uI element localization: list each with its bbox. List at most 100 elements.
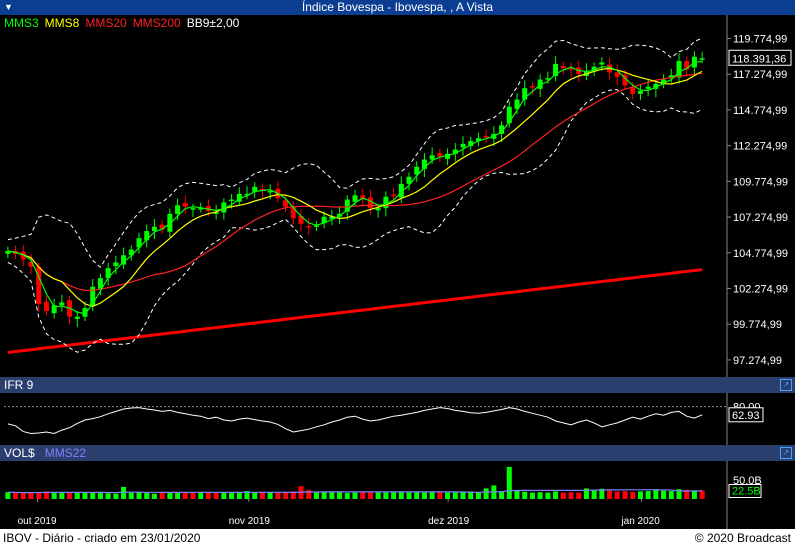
volume-bar — [591, 489, 597, 499]
price-tick-label: 109.774,99 — [733, 176, 788, 188]
candle-body — [522, 88, 528, 100]
candle-body — [329, 216, 335, 219]
candle-body — [36, 266, 42, 304]
candle-body — [684, 61, 690, 70]
expand-rsi-icon[interactable]: ↗ — [780, 379, 792, 391]
volume-bar — [668, 491, 674, 499]
candle-body — [236, 193, 242, 202]
volume-bar — [421, 492, 427, 499]
candle-body — [383, 196, 389, 209]
volume-bar — [676, 489, 682, 499]
bollinger-upper — [7, 37, 703, 268]
candle-body — [221, 202, 227, 213]
volume-bar — [553, 491, 559, 499]
volume-bar — [583, 488, 589, 499]
candle-body — [398, 183, 404, 198]
volume-bar — [506, 466, 512, 499]
candle-body — [74, 316, 80, 319]
volume-bar — [313, 492, 319, 499]
volume-panel-header: VOL$ MMS22 ↗ — [0, 445, 795, 461]
footer-copyright: © 2020 Broadcast — [694, 531, 791, 545]
candle-body — [283, 200, 289, 207]
candle-body — [545, 78, 551, 80]
candle-body — [90, 286, 96, 306]
volume-bar — [391, 492, 397, 499]
x-tick-label: jan 2020 — [620, 516, 660, 527]
candle-body — [306, 226, 312, 228]
volume-bar — [105, 493, 111, 499]
candle-body — [568, 68, 574, 70]
price-tick-label: 117.274,99 — [733, 69, 787, 81]
price-tick-label: 119.774,99 — [733, 34, 787, 46]
candle-body — [514, 99, 520, 109]
chevron-down-icon[interactable]: ▼ — [4, 2, 13, 12]
volume-bar — [13, 492, 19, 499]
volume-bar — [82, 492, 88, 499]
candle-body — [699, 58, 705, 60]
candle-body — [144, 231, 150, 241]
x-tick-label: out 2019 — [18, 516, 57, 527]
volume-bar — [74, 492, 80, 499]
volume-bar — [221, 492, 227, 499]
candle-body — [352, 195, 358, 202]
candle-body — [599, 62, 605, 65]
rsi-line — [7, 407, 703, 435]
candle-body — [475, 138, 481, 141]
candle-body — [252, 186, 258, 192]
volume-bar — [43, 491, 49, 499]
volume-bar — [499, 491, 505, 499]
candle-body — [591, 66, 597, 71]
footer: IBOV - Diário - criado em 23/01/2020 © 2… — [0, 529, 795, 547]
volume-bar — [576, 492, 582, 499]
volume-bar — [236, 491, 242, 499]
volume-bar — [383, 492, 389, 499]
volume-bar — [360, 492, 366, 499]
volume-bar — [290, 491, 296, 499]
volume-bar — [522, 491, 528, 499]
candle-body — [653, 83, 659, 89]
candle-body — [360, 195, 366, 200]
candle-body — [437, 153, 443, 157]
bollinger-lower — [7, 89, 703, 353]
volume-bar — [113, 493, 119, 499]
volume-bar — [661, 490, 667, 499]
volume-bar — [121, 486, 127, 499]
mms200-line — [7, 268, 703, 354]
volume-bar — [468, 491, 474, 499]
volume-bar — [607, 490, 613, 499]
volume-bar — [159, 492, 165, 499]
candle-body — [43, 301, 49, 311]
price-tick-label: 107.274,99 — [733, 212, 788, 224]
volume-bar — [684, 489, 690, 499]
mms8-line — [7, 67, 703, 308]
volume-bar — [452, 492, 458, 499]
candle-body — [445, 153, 451, 159]
mms20-line — [7, 72, 703, 292]
volume-bar — [190, 492, 196, 499]
volume-bar — [20, 492, 26, 499]
volume-bar — [28, 492, 34, 499]
volume-bar — [51, 492, 57, 499]
volume-bar — [267, 492, 273, 499]
volume-bar — [475, 492, 481, 499]
rsi-chart: 80.0062.93 — [4, 393, 764, 445]
volume-bar — [406, 492, 412, 499]
volume-bar — [560, 492, 566, 499]
candle-body — [529, 86, 535, 88]
price-tick-label: 99.774,99 — [733, 319, 782, 331]
volume-bar — [483, 488, 489, 499]
volume-bar — [337, 492, 343, 499]
volume-bar — [437, 491, 443, 499]
rsi-panel-header: IFR 9 ↗ — [0, 377, 795, 393]
volume-bar — [614, 491, 620, 499]
x-tick-label: nov 2019 — [229, 516, 271, 527]
candle-body — [175, 205, 181, 214]
candle-body — [468, 141, 474, 146]
expand-volume-icon[interactable]: ↗ — [780, 447, 792, 459]
volume-ma-line — [7, 489, 703, 494]
volume-bar — [229, 492, 235, 499]
volume-bar — [90, 492, 96, 499]
candle-body — [121, 255, 127, 265]
volume-bar — [136, 491, 142, 499]
volume-bar — [691, 490, 697, 499]
